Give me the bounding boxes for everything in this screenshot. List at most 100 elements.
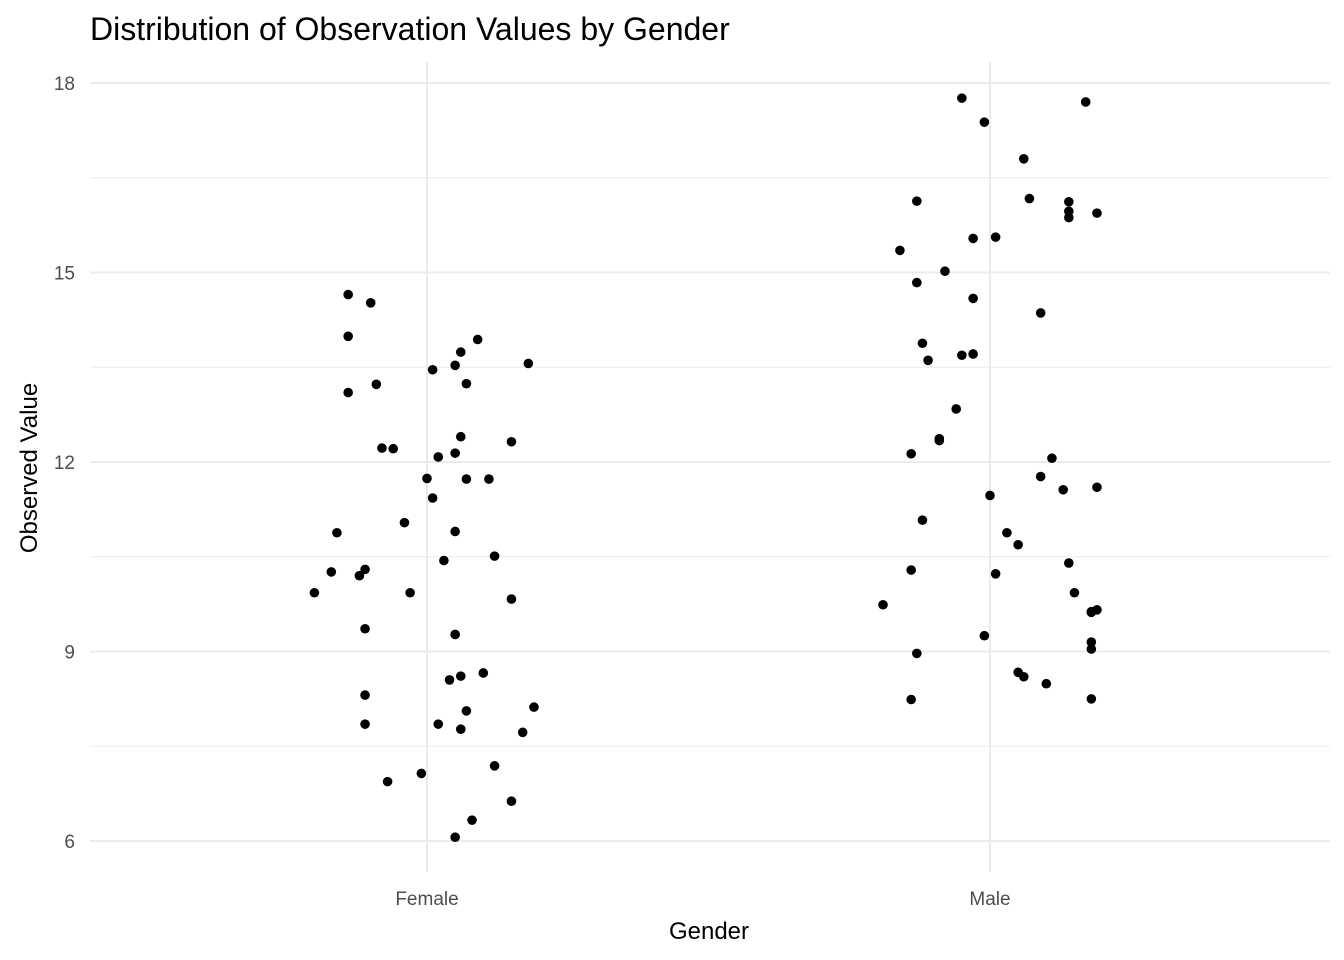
data-point-male [1047, 453, 1057, 464]
data-point-male [906, 565, 916, 575]
grid-lines [90, 62, 1330, 872]
y-tick-label: 9 [64, 643, 75, 664]
data-point-male [985, 490, 995, 501]
data-point-female [506, 436, 517, 447]
data-point-male [979, 630, 990, 641]
data-point-female [326, 567, 337, 577]
data-point-male [912, 196, 922, 206]
data-point-female [529, 702, 539, 712]
data-point-female [309, 587, 320, 598]
data-point-female [450, 832, 460, 843]
data-point-female [450, 448, 460, 458]
x-axis-tick-labels: Female Male [395, 889, 1010, 910]
data-point-male [1064, 196, 1074, 207]
x-axis-title: Gender [669, 918, 749, 945]
data-point-female [377, 443, 387, 453]
data-point-male [1086, 637, 1097, 647]
y-axis-tick-labels: 6 9 12 15 18 [54, 74, 75, 853]
data-point-male [1041, 678, 1052, 689]
y-tick-label: 18 [54, 74, 75, 95]
data-point-male [1086, 644, 1097, 654]
data-point-male [1002, 527, 1012, 538]
data-point-female [343, 387, 353, 398]
data-point-male [951, 404, 962, 414]
data-point-male [1069, 587, 1080, 598]
data-point-male [1018, 154, 1029, 164]
data-point-female [478, 668, 489, 678]
data-point-male [1064, 212, 1074, 223]
data-point-female [461, 378, 472, 389]
data-point-male [979, 117, 990, 127]
data-points [309, 93, 1102, 843]
data-point-female [382, 776, 393, 787]
data-point-male [895, 245, 905, 256]
data-point-male [912, 648, 922, 659]
data-point-male [1080, 97, 1091, 107]
data-point-female [416, 768, 427, 779]
data-point-male [923, 355, 933, 366]
data-point-male [1035, 471, 1046, 482]
data-point-female [484, 474, 494, 484]
data-point-male [957, 93, 967, 103]
data-point-female [450, 360, 460, 371]
data-point-female [405, 587, 415, 598]
data-point-male [917, 515, 928, 525]
chart-title: Distribution of Observation Values by Ge… [90, 11, 730, 47]
data-point-female [506, 796, 517, 807]
data-point-female [472, 334, 483, 345]
data-point-female [455, 431, 466, 442]
data-point-female [360, 690, 370, 700]
data-point-female [523, 358, 534, 369]
data-point-female [455, 671, 466, 681]
data-point-male [968, 349, 978, 359]
data-point-female [450, 629, 460, 640]
data-point-female [371, 379, 382, 390]
data-point-female [461, 706, 472, 716]
data-point-female [422, 473, 432, 484]
data-point-female [455, 347, 466, 357]
data-point-female [360, 623, 370, 634]
data-point-male [1024, 193, 1035, 204]
data-point-female [439, 555, 449, 566]
data-point-female [433, 452, 444, 462]
data-point-male [990, 232, 1001, 242]
data-point-female [427, 364, 438, 375]
data-point-male [917, 338, 928, 349]
data-point-female [444, 675, 455, 685]
data-point-male [1092, 482, 1102, 493]
data-point-male [990, 569, 1001, 579]
data-point-female [427, 493, 438, 503]
data-point-female [450, 526, 460, 537]
y-tick-label: 6 [64, 832, 75, 853]
x-tick-label: Male [969, 889, 1010, 910]
data-point-male [968, 233, 978, 244]
x-tick-label: Female [395, 889, 458, 910]
data-point-female [343, 331, 353, 342]
data-point-male [906, 694, 916, 705]
data-point-male [906, 448, 916, 459]
y-tick-label: 15 [54, 264, 75, 285]
data-point-male [1013, 539, 1023, 550]
data-point-male [1086, 606, 1097, 617]
data-point-male [934, 435, 945, 446]
data-point-female [388, 443, 399, 454]
data-point-male [912, 277, 922, 288]
data-point-male [1064, 558, 1074, 568]
data-point-male [1086, 694, 1097, 704]
data-point-female [489, 761, 500, 771]
data-point-female [461, 474, 472, 484]
data-point-male [968, 293, 978, 304]
data-point-male [1018, 671, 1029, 682]
data-point-female [467, 815, 477, 825]
data-point-female [433, 719, 444, 729]
data-point-male [957, 350, 967, 361]
data-point-female [399, 517, 410, 528]
data-point-male [1058, 484, 1068, 495]
data-point-female [354, 570, 365, 581]
y-axis-title: Observed Value [16, 383, 43, 553]
data-point-male [878, 599, 888, 610]
data-point-male [1035, 308, 1046, 318]
data-point-male [940, 266, 950, 277]
data-point-female [506, 594, 517, 604]
